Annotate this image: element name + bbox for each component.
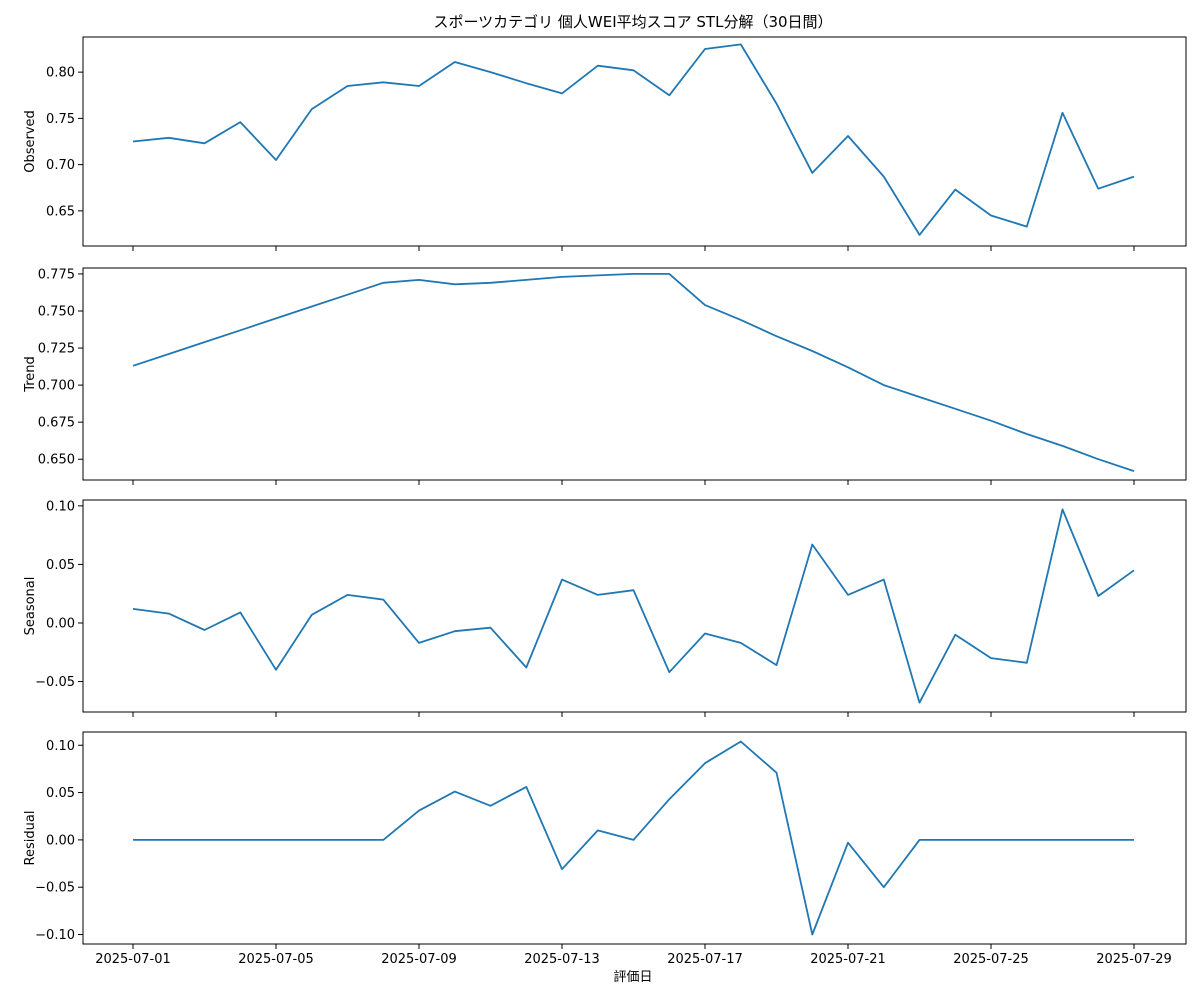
y-tick-label: 0.75 [46, 112, 75, 127]
y-tick-label: 0.70 [46, 158, 75, 173]
x-tick-label: 2025-07-09 [381, 952, 457, 967]
x-axis-label: 評価日 [613, 970, 652, 985]
y-tick-label: 0.80 [46, 66, 75, 81]
y-tick-label: 0.675 [38, 416, 75, 431]
x-tick-label: 2025-07-21 [810, 952, 886, 967]
axes-frame [82, 267, 1187, 481]
x-tick-label: 2025-07-13 [524, 952, 600, 967]
series-line-seasonal [132, 508, 1135, 704]
y-tick-label: 0.700 [38, 379, 75, 394]
y-tick-label: 0.10 [46, 499, 75, 514]
x-tick-label: 2025-07-01 [95, 952, 171, 967]
panel-trend: 0.650 0.675 0.700 0.725 0.750 0.775 Trend [23, 267, 1187, 485]
y-axis-label: Trend [23, 356, 38, 393]
y-tick-label: −0.10 [35, 928, 75, 943]
panel-observed: 0.65 0.70 0.75 0.80 Observed [23, 36, 1187, 251]
y-axis-label: Observed [23, 110, 38, 173]
y-tick-label: 0.775 [38, 267, 75, 282]
y-axis-label: Seasonal [23, 577, 38, 636]
x-tick-label: 2025-07-25 [953, 952, 1029, 967]
panel-seasonal: −0.05 0.00 0.05 0.10 Seasonal [23, 499, 1187, 717]
y-tick-label: 0.650 [38, 453, 75, 468]
y-tick-label: 0.00 [46, 616, 75, 631]
chart-title: スポーツカテゴリ 個人WEI平均スコア STL分解（30日間） [433, 13, 832, 31]
axes-frame [82, 499, 1187, 713]
panel-residual: −0.10 −0.05 0.00 0.05 0.10 2025-07-01 2025-07-… [23, 731, 1187, 967]
y-tick-label: 0.10 [46, 739, 75, 754]
axes-frame [82, 36, 1187, 247]
y-tick-label: 0.725 [38, 342, 75, 357]
x-tick-label: 2025-07-29 [1096, 952, 1172, 967]
y-tick-label: 0.05 [46, 558, 75, 573]
axes-frame [82, 731, 1187, 945]
y-tick-label: −0.05 [35, 881, 75, 896]
panels: 0.650.700.750.80Observed0.6500.6750.7000… [23, 36, 1187, 967]
y-tick-label: 0.00 [46, 833, 75, 848]
series-line-trend [132, 272, 1135, 472]
y-tick-label: 0.750 [38, 304, 75, 319]
y-tick-label: 0.05 [46, 786, 75, 801]
y-tick-label: −0.05 [35, 675, 75, 690]
x-tick-label: 2025-07-17 [667, 952, 743, 967]
series-line-residual [133, 740, 1134, 936]
series-line-observed [132, 43, 1135, 236]
y-tick-label: 0.65 [46, 204, 75, 219]
x-tick-label: 2025-07-05 [238, 952, 314, 967]
y-axis-label: Residual [23, 811, 38, 866]
